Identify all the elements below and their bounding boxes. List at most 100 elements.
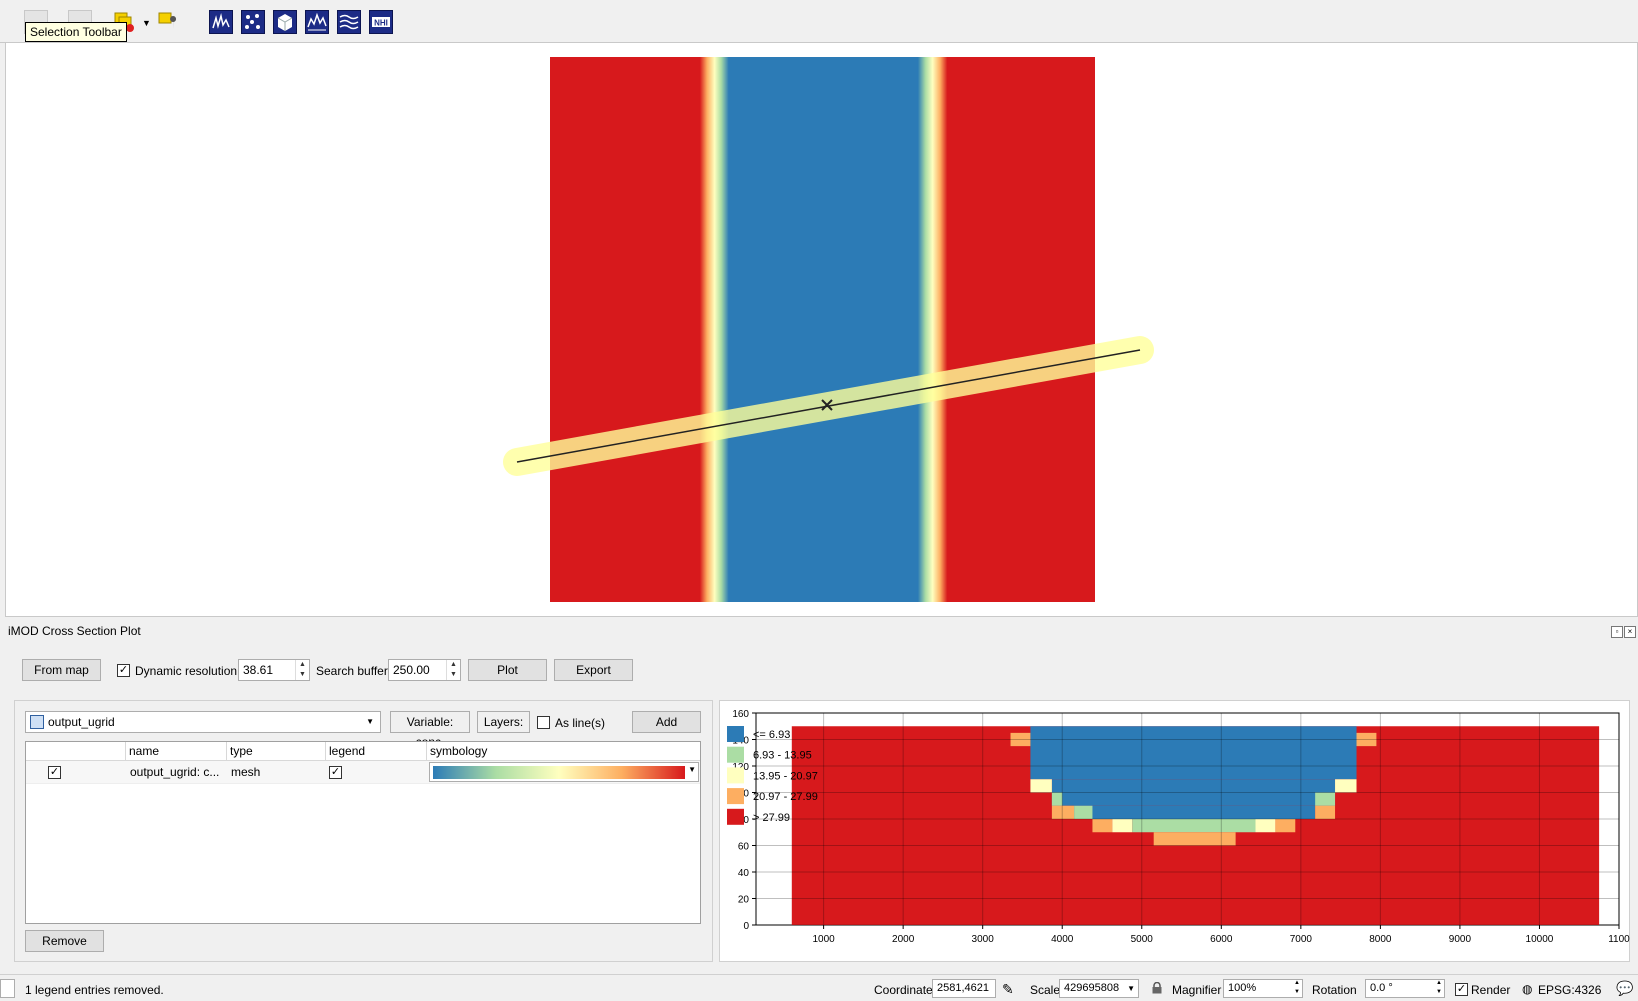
table-header-name[interactable]: name bbox=[126, 742, 227, 761]
color-ramp-preview bbox=[433, 766, 685, 779]
search-buffer-label: Search buffer bbox=[316, 664, 388, 678]
row-type: mesh bbox=[231, 765, 261, 779]
from-map-button[interactable]: From map bbox=[22, 659, 101, 681]
table-header-type[interactable]: type bbox=[227, 742, 326, 761]
rotation-value: 0.0 ° bbox=[1370, 982, 1393, 994]
magnifier-field[interactable]: 100% ▲ ▼ bbox=[1223, 979, 1303, 998]
spin-arrows-icon[interactable]: ▲ ▼ bbox=[446, 660, 460, 680]
add-button[interactable]: Add bbox=[632, 711, 701, 733]
x-tick-label: 8000 bbox=[1369, 934, 1392, 945]
resolution-spinbox[interactable]: 38.61 ▲ ▼ bbox=[238, 659, 310, 681]
layer-combobox[interactable]: output_ugrid ▼ bbox=[25, 711, 381, 733]
dynamic-resolution-label: Dynamic resolution bbox=[135, 664, 238, 678]
table-header-check bbox=[26, 742, 126, 761]
resolution-value: 38.61 bbox=[243, 663, 274, 677]
status-bar: 1 legend entries removed. Coordinate 258… bbox=[0, 974, 1638, 1001]
cross-section-chart[interactable]: 1000 2000 3000 4000 5000 6000 7000 8000 9000 1000… bbox=[719, 700, 1630, 962]
rotation-field[interactable]: 0.0 ° ▲ ▼ bbox=[1365, 979, 1445, 998]
x-tick-label: 4000 bbox=[1051, 934, 1074, 945]
legend-swatch bbox=[727, 767, 744, 784]
heatmap-cell bbox=[1074, 805, 1093, 819]
layers-table[interactable]: name type legend symbology ✓ output_ugri… bbox=[25, 741, 701, 924]
x-tick-label: 2000 bbox=[892, 934, 915, 945]
x-tick-label: 6000 bbox=[1210, 934, 1233, 945]
x-tick-label: 10000 bbox=[1526, 934, 1554, 945]
heatmap-cell bbox=[1030, 779, 1052, 793]
toggle-extents-icon[interactable]: ✎ bbox=[1002, 981, 1014, 997]
render-checkbox[interactable]: ✓ bbox=[1455, 983, 1468, 996]
heatmap-cell bbox=[1356, 732, 1377, 747]
globe-icon[interactable]: ◍ bbox=[1522, 982, 1533, 996]
heatmap-cell bbox=[1112, 819, 1133, 833]
nhi-data-icon[interactable]: NHI bbox=[369, 10, 393, 34]
heatmap-cell bbox=[1275, 819, 1296, 833]
chevron-down-icon[interactable]: ▼ bbox=[1127, 984, 1135, 993]
spin-arrows-icon[interactable]: ▲ ▼ bbox=[295, 660, 309, 680]
y-tick-label: 160 bbox=[732, 709, 749, 720]
ipf-points-icon[interactable] bbox=[241, 10, 265, 34]
row-name: output_ugrid: c... bbox=[130, 765, 220, 779]
coordinate-field[interactable]: 2581,4621 bbox=[932, 979, 996, 998]
row-visible-checkbox[interactable]: ✓ bbox=[48, 766, 61, 779]
tooltip: Selection Toolbar bbox=[25, 22, 127, 42]
x-tick-label: 7000 bbox=[1290, 934, 1313, 945]
legend-label: 13.95 - 20.97 bbox=[753, 770, 818, 782]
heatmap-cell bbox=[1315, 805, 1336, 819]
scale-field[interactable]: 429695808 ▼ bbox=[1059, 979, 1139, 998]
heatmap-cell bbox=[1051, 792, 1063, 806]
close-icon[interactable]: × bbox=[1624, 626, 1636, 638]
legend-swatch bbox=[727, 788, 744, 805]
y-tick-label: 60 bbox=[738, 842, 750, 853]
select-by-location-icon[interactable] bbox=[158, 12, 182, 36]
legend-label: <= 6.93 bbox=[753, 729, 790, 741]
legend-swatch bbox=[727, 726, 744, 742]
as-lines-checkbox[interactable] bbox=[537, 716, 550, 729]
layers-dropdown[interactable]: Layers: bbox=[477, 711, 530, 733]
locator-bar[interactable] bbox=[0, 979, 15, 998]
3d-viewer-icon[interactable] bbox=[273, 10, 297, 34]
magnifier-value: 100% bbox=[1228, 982, 1257, 994]
remove-button[interactable]: Remove bbox=[25, 930, 104, 952]
variable-dropdown[interactable]: Variable: conc. bbox=[390, 711, 470, 749]
search-buffer-spinbox[interactable]: 250.00 ▲ ▼ bbox=[388, 659, 461, 681]
render-label: Render bbox=[1471, 983, 1511, 997]
legend-label: > 27.99 bbox=[753, 812, 790, 824]
export-button[interactable]: Export bbox=[554, 659, 633, 681]
mesh-layer-icon bbox=[30, 715, 44, 729]
heatmap-cell bbox=[1074, 805, 1316, 819]
concentration-raster bbox=[550, 57, 1095, 602]
chevron-down-icon[interactable]: ▼ bbox=[366, 717, 374, 726]
heatmap-cell bbox=[1335, 779, 1357, 793]
cross-section-icon[interactable] bbox=[305, 10, 329, 34]
y-tick-label: 20 bbox=[738, 895, 750, 906]
lock-icon[interactable] bbox=[1152, 981, 1162, 994]
coordinate-label: Coordinate bbox=[874, 983, 933, 997]
legend-label: 20.97 - 27.99 bbox=[753, 791, 818, 803]
table-header-symbology[interactable]: symbology bbox=[427, 742, 700, 761]
heatmap-cell bbox=[1132, 819, 1256, 833]
row-legend-checkbox[interactable]: ✓ bbox=[329, 766, 342, 779]
status-message: 1 legend entries removed. bbox=[25, 983, 164, 997]
symbology-ramp-selector[interactable]: ▼ bbox=[429, 762, 699, 782]
as-lines-label: As line(s) bbox=[555, 716, 606, 730]
chevron-down-icon[interactable]: ▼ bbox=[688, 765, 696, 774]
plot-button[interactable]: Plot bbox=[468, 659, 547, 681]
chevron-down-icon[interactable]: ▼ bbox=[142, 18, 151, 28]
spin-arrows-icon[interactable]: ▲ ▼ bbox=[1294, 980, 1300, 995]
geology-icon[interactable] bbox=[337, 10, 361, 34]
search-buffer-value: 250.00 bbox=[393, 663, 430, 677]
time-series-icon[interactable] bbox=[209, 10, 233, 34]
svg-text:NHI: NHI bbox=[374, 19, 388, 28]
float-dock-icon[interactable]: ▫ bbox=[1611, 626, 1623, 638]
legend-swatch bbox=[727, 746, 744, 763]
spin-arrows-icon[interactable]: ▲ ▼ bbox=[1436, 980, 1442, 995]
table-header-legend[interactable]: legend bbox=[326, 742, 427, 761]
messages-icon[interactable]: 💬 bbox=[1616, 980, 1634, 996]
x-tick-label: 9000 bbox=[1449, 934, 1472, 945]
rotation-label: Rotation bbox=[1312, 983, 1357, 997]
dynamic-resolution-checkbox[interactable]: ✓ bbox=[117, 664, 130, 677]
x-tick-label: 1100 bbox=[1608, 934, 1630, 945]
heatmap-cell bbox=[1255, 819, 1276, 833]
heatmap-cell bbox=[1030, 726, 1357, 780]
crs-label[interactable]: EPSG:4326 bbox=[1538, 983, 1602, 997]
